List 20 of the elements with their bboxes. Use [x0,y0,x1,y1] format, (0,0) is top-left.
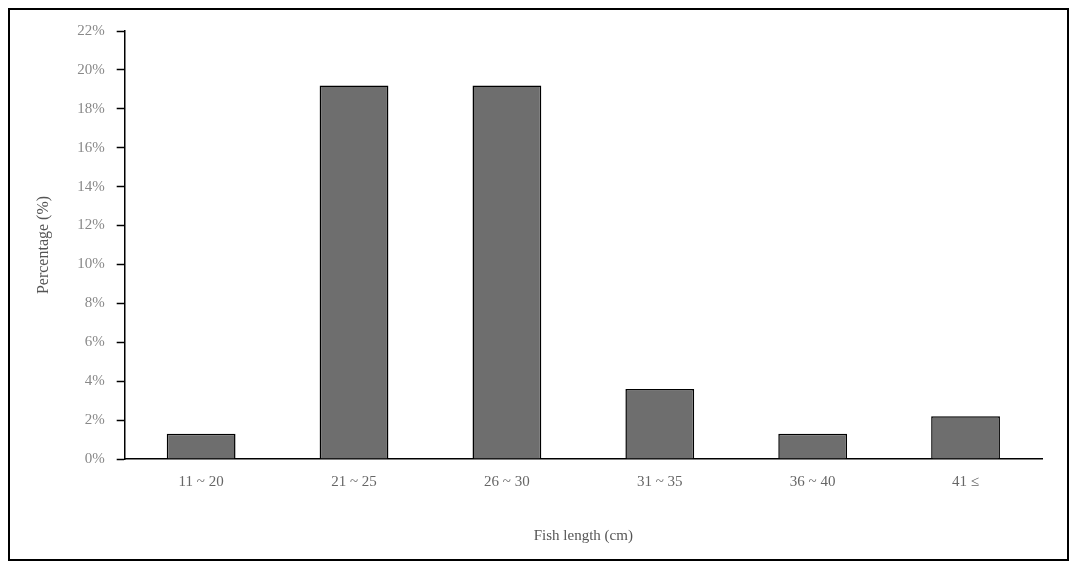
x-tick-label: 11 ~ 20 [178,472,224,489]
x-axis-title: Fish length (cm) [533,526,633,544]
y-tick-label: 10% [77,255,105,272]
y-tick-label: 6% [84,333,105,350]
y-tick-label: 4% [84,372,105,389]
y-tick-label: 20% [77,60,105,77]
y-axis-title: Percentage (%) [33,195,52,295]
y-tick-label: 12% [77,216,105,233]
y-tick-label: 2% [84,411,105,428]
y-tick-label: 0% [84,449,105,466]
y-tick-label: 14% [77,177,105,194]
y-tick-label: 8% [84,294,105,311]
x-tick-label: 41 ≤ [952,472,980,489]
y-tick-label: 16% [77,138,105,155]
x-tick-label: 26 ~ 30 [484,472,530,489]
y-tick-label: 18% [77,99,105,116]
x-tick-label: 31 ~ 35 [636,472,683,489]
y-tick-label: 22% [77,21,105,38]
x-tick-label: 36 ~ 40 [789,472,836,489]
x-tick-label: 21 ~ 25 [331,472,377,489]
